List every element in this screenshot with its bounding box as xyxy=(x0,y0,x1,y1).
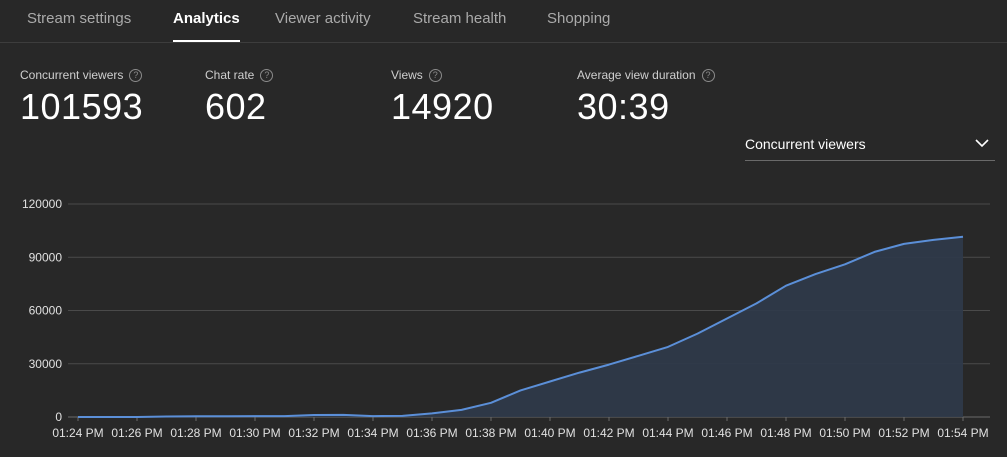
x-tick-label: 01:34 PM xyxy=(347,426,398,440)
data-point[interactable] xyxy=(282,413,288,419)
tab-viewer-activity[interactable]: Viewer activity xyxy=(275,10,371,27)
metric-label: Views xyxy=(391,68,423,82)
x-tick-label: 01:46 PM xyxy=(701,426,752,440)
y-tick-label: 60000 xyxy=(29,304,63,318)
data-point[interactable] xyxy=(75,414,81,420)
x-tick-label: 01:24 PM xyxy=(52,426,103,440)
y-tick-label: 120000 xyxy=(22,197,62,211)
metric-value: 602 xyxy=(205,86,267,127)
data-point[interactable] xyxy=(400,413,406,419)
metric-value: 101593 xyxy=(20,86,144,127)
data-point[interactable] xyxy=(311,412,317,418)
data-point[interactable] xyxy=(901,241,907,247)
tab-bar: Stream settings Analytics Viewer activit… xyxy=(0,0,1007,43)
data-point[interactable] xyxy=(547,379,553,385)
series-line xyxy=(78,235,964,418)
help-icon[interactable]: ? xyxy=(428,68,442,82)
data-point[interactable] xyxy=(636,353,642,359)
metric-chat-rate: Chat rate ? 602 xyxy=(205,68,274,127)
data-point[interactable] xyxy=(695,331,701,337)
y-tick-label: 0 xyxy=(55,410,62,424)
series-area xyxy=(78,236,963,417)
x-tick-label: 01:40 PM xyxy=(524,426,575,440)
metric-views: Views ? 14920 xyxy=(391,68,494,126)
metric-value: 30:39 xyxy=(577,86,670,127)
tab-analytics[interactable]: Analytics xyxy=(173,10,240,42)
data-point[interactable] xyxy=(488,400,494,406)
x-tick-label: 01:48 PM xyxy=(760,426,811,440)
metric-average-view-duration: Average view duration ? 30:39 xyxy=(577,68,715,126)
y-tick-label: 30000 xyxy=(29,357,63,371)
data-point[interactable] xyxy=(724,315,730,321)
metric-select-dropdown[interactable]: Concurrent viewers xyxy=(745,128,995,161)
x-tick-label: 01:50 PM xyxy=(819,426,870,440)
data-point[interactable] xyxy=(429,410,435,416)
tab-stream-settings[interactable]: Stream settings xyxy=(27,10,132,27)
x-tick-label: 01:36 PM xyxy=(406,426,457,440)
metric-value: 14920 xyxy=(391,86,494,127)
concurrent-viewers-chart: 120000 90000 60000 30000 0 01:24 PM 01:26 PM 01… xyxy=(22,197,990,440)
data-point[interactable] xyxy=(754,300,760,306)
metric-label: Average view duration xyxy=(577,68,696,82)
help-icon[interactable]: ? xyxy=(129,68,143,82)
data-point[interactable] xyxy=(783,283,789,289)
tab-shopping[interactable]: Shopping xyxy=(547,10,611,27)
data-point[interactable] xyxy=(252,413,258,419)
x-tick-label: 01:26 PM xyxy=(111,426,162,440)
x-tick-label: 01:28 PM xyxy=(170,426,221,440)
data-point[interactable] xyxy=(341,412,347,418)
data-point[interactable] xyxy=(931,237,937,243)
x-tick-label: 01:44 PM xyxy=(642,426,693,440)
help-icon[interactable]: ? xyxy=(260,68,274,82)
data-point[interactable] xyxy=(960,234,966,240)
x-tick-label: 01:42 PM xyxy=(583,426,634,440)
data-point[interactable] xyxy=(872,249,878,255)
data-point[interactable] xyxy=(577,370,583,376)
tab-stream-health[interactable]: Stream health xyxy=(413,10,507,27)
x-tick-label: 01:52 PM xyxy=(878,426,929,440)
data-point[interactable] xyxy=(223,413,229,419)
data-point[interactable] xyxy=(164,413,170,419)
data-point[interactable] xyxy=(842,261,848,267)
chevron-down-icon xyxy=(975,139,989,148)
metric-concurrent-viewers: Concurrent viewers ? 101593 xyxy=(20,68,143,126)
data-point[interactable] xyxy=(606,362,612,368)
data-point[interactable] xyxy=(134,414,140,420)
metric-label: Chat rate xyxy=(205,68,255,82)
x-tick-label: 01:30 PM xyxy=(229,426,280,440)
data-point[interactable] xyxy=(193,413,199,419)
data-point[interactable] xyxy=(665,344,671,350)
data-point[interactable] xyxy=(459,407,465,413)
dropdown-selected-label: Concurrent viewers xyxy=(745,136,866,152)
y-tick-label: 90000 xyxy=(29,250,63,264)
data-point[interactable] xyxy=(813,271,819,277)
data-point[interactable] xyxy=(105,414,111,420)
x-tick-label: 01:38 PM xyxy=(465,426,516,440)
help-icon[interactable]: ? xyxy=(701,68,715,82)
x-tick-label: 01:54 PM xyxy=(937,426,988,440)
metric-label: Concurrent viewers xyxy=(20,68,124,82)
data-point[interactable] xyxy=(518,387,524,393)
x-tick-label: 01:32 PM xyxy=(288,426,339,440)
data-point[interactable] xyxy=(370,413,376,419)
